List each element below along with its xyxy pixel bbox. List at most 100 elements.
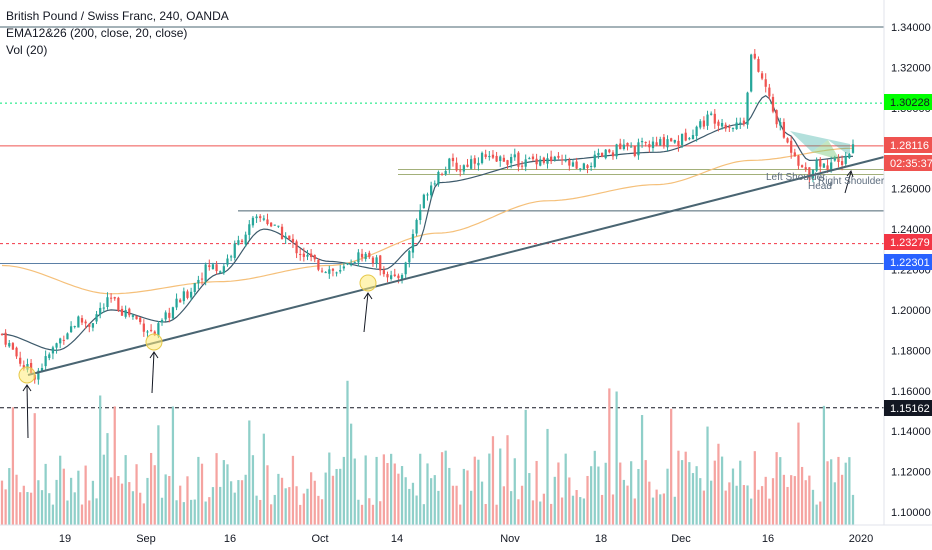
volume-bar — [499, 448, 502, 525]
volume-bar — [611, 494, 615, 525]
candle-body — [66, 333, 69, 340]
candle-body — [302, 253, 305, 257]
candle-body — [128, 308, 131, 316]
candle-body — [753, 53, 756, 59]
volume-bar — [484, 503, 487, 525]
pattern-label: Right Shoulder — [818, 176, 885, 187]
volume-bar — [593, 450, 596, 525]
candle-body — [488, 155, 491, 158]
volume-bar — [666, 468, 669, 525]
candle-body — [771, 96, 775, 112]
volume-bar — [684, 451, 687, 525]
arrow-head — [363, 292, 373, 300]
candle-body — [626, 142, 629, 146]
arrow-head — [149, 351, 159, 359]
ema-long-line — [1, 147, 853, 295]
volume-bar — [255, 495, 258, 525]
pattern-label: Head — [808, 181, 832, 192]
candle-body — [117, 297, 120, 311]
candle-body — [411, 234, 415, 253]
candle-body — [135, 315, 138, 320]
candle-body — [637, 142, 640, 156]
candle-body — [248, 224, 251, 235]
volume-bar — [157, 425, 160, 525]
time-tick-label: 19 — [59, 533, 71, 545]
candle-body — [113, 297, 116, 299]
volume-bar — [695, 466, 698, 525]
volume-bar — [826, 461, 829, 525]
candle-body — [644, 142, 647, 144]
volume-bar — [473, 456, 476, 525]
volume-bar — [109, 477, 113, 525]
symbol-title[interactable]: British Pound / Swiss Franc, 240, OANDA — [6, 9, 229, 23]
volume-bar — [655, 489, 658, 525]
volume-bar — [353, 458, 356, 525]
candle-body — [720, 122, 724, 127]
candle-body — [259, 216, 262, 219]
volume-bar — [200, 463, 204, 525]
volume-bar — [535, 460, 538, 525]
volume-bar — [706, 426, 709, 525]
volume-bar — [531, 500, 535, 525]
candle-body — [633, 146, 636, 156]
candle-body — [662, 137, 666, 147]
ema-indicator-label[interactable]: EMA12&26 (200, close, 20, close) — [6, 26, 188, 40]
candle-body — [182, 291, 185, 302]
trendline[interactable] — [27, 156, 885, 376]
volume-bar — [510, 491, 513, 525]
volume-bar — [324, 472, 327, 525]
volume-bar — [582, 498, 586, 525]
volume-bar — [310, 472, 313, 525]
candle-body — [651, 141, 655, 149]
candle-body — [728, 126, 731, 128]
volume-indicator-label[interactable]: Vol (20) — [6, 43, 48, 57]
candle-body — [375, 257, 378, 264]
time-axis[interactable]: 19 Sep 16 Oct 14 Nov 18 Dec 16 2020 — [59, 533, 873, 545]
volume-bar — [513, 458, 516, 525]
volume-bar — [313, 480, 316, 525]
candle-body — [153, 331, 156, 336]
volume-bar — [393, 463, 396, 525]
volume-bar — [651, 497, 655, 525]
volume-bar — [466, 470, 469, 525]
volume-bar — [822, 405, 826, 525]
candle-body — [229, 256, 233, 258]
candle-body — [579, 168, 582, 170]
volume-bar — [77, 470, 80, 525]
candle-body — [451, 157, 455, 162]
candle-body — [790, 140, 793, 153]
volume-bar — [451, 485, 455, 525]
candle-body — [691, 135, 695, 140]
volume-bar — [811, 489, 815, 525]
volume-bar — [480, 481, 484, 525]
candle-body — [590, 166, 593, 168]
candle-body — [400, 275, 404, 280]
volume-bar — [815, 504, 818, 525]
candle-body — [55, 343, 58, 348]
volume-bar — [673, 496, 676, 525]
candle-body — [346, 262, 349, 265]
volume-bar — [560, 497, 564, 525]
volume-bar — [699, 478, 702, 525]
time-tick-label: Oct — [311, 533, 328, 545]
volume-bar — [88, 500, 91, 525]
volume-bar — [804, 480, 807, 525]
candle-body — [786, 138, 789, 143]
price-tick-label: 1.24000 — [891, 224, 931, 236]
volume-bar — [29, 492, 33, 525]
candle-body — [459, 170, 462, 172]
touch-circle — [359, 274, 377, 292]
volume-bar — [739, 460, 742, 525]
volume-bar — [793, 476, 796, 525]
price-tick-label: 1.14000 — [891, 426, 931, 438]
candle-body — [288, 235, 291, 240]
ascending-trendline[interactable] — [27, 156, 885, 376]
volume-bar — [299, 504, 302, 525]
volume-bar — [146, 477, 149, 525]
candle-body — [77, 316, 80, 328]
volume-bar — [528, 473, 531, 525]
candle-body — [797, 155, 800, 166]
candle-body — [106, 297, 109, 308]
candle-body — [390, 275, 393, 279]
